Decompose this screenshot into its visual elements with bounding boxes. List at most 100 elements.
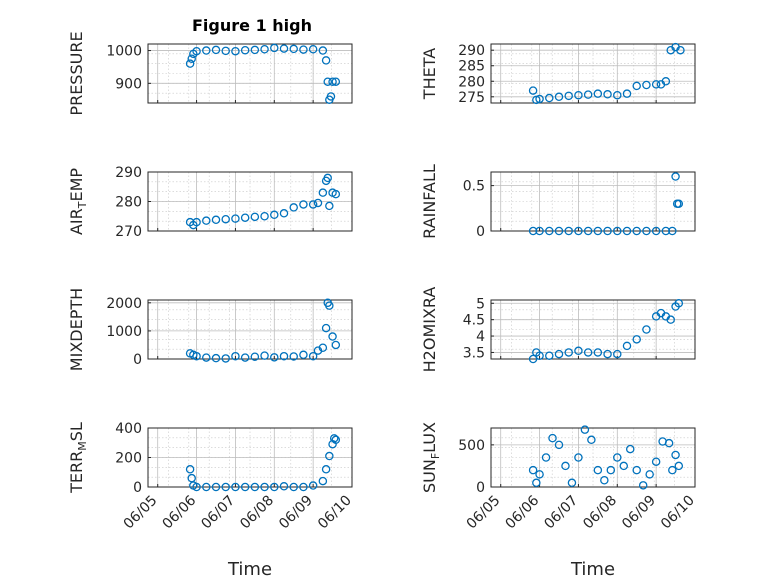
data-point: [279, 351, 289, 361]
data-point: [606, 465, 616, 475]
data-point: [325, 201, 334, 211]
data-point: [326, 92, 336, 101]
data-point: [221, 354, 230, 363]
axes-box: [147, 299, 353, 360]
subplot-3: 270 280 290 AIRTEMP: [67, 165, 353, 240]
y-tick-label: 400: [115, 421, 142, 437]
data-point: [211, 215, 221, 225]
series-markers: [185, 298, 341, 363]
y-axis-label: AIRTEMP: [67, 168, 89, 235]
data-point: [299, 45, 308, 54]
data-point: [240, 353, 250, 362]
y-tick-label: 0: [133, 352, 142, 368]
axes-box: [490, 43, 696, 104]
data-point: [583, 226, 593, 236]
data-point: [318, 188, 328, 197]
y-tick-label: 500: [458, 438, 485, 454]
data-point: [318, 476, 328, 486]
data-point: [211, 353, 221, 363]
data-point: [625, 444, 635, 454]
data-point: [666, 315, 675, 324]
data-point: [613, 453, 622, 462]
subplot-6: 3.544.55 H2OMIXRA: [420, 287, 696, 372]
y-tick-label: 200: [115, 451, 142, 467]
data-point: [250, 482, 260, 492]
data-point: [270, 482, 279, 492]
data-point: [328, 77, 337, 86]
data-point: [535, 226, 544, 236]
data-point: [308, 351, 318, 361]
data-point: [574, 346, 583, 356]
data-point: [619, 461, 629, 471]
data-point: [668, 465, 677, 475]
data-point: [240, 213, 250, 222]
x-tick-label: 06/09: [619, 493, 659, 533]
subplot-7: 0 200 400 06/05 06/06 06/07 06/08 06/09 06/10 TER…: [67, 421, 355, 580]
y-axis-label: THETA: [420, 48, 439, 100]
data-point: [308, 481, 318, 490]
data-point: [231, 46, 240, 56]
data-point: [651, 80, 661, 89]
data-point: [622, 341, 632, 351]
y-tick-label: 0.5: [463, 179, 485, 195]
x-tick-label: 06/08: [237, 493, 277, 533]
subplot-8: 0 500 06/05 06/06 06/07 06/08 06/09 06/10 SUNFLU…: [420, 422, 698, 580]
data-point: [545, 351, 554, 360]
data-point: [574, 453, 583, 462]
data-point: [221, 482, 230, 492]
data-point: [331, 77, 341, 86]
y-tick-label: 0: [133, 480, 142, 496]
data-point: [240, 482, 250, 492]
data-point: [323, 173, 332, 183]
data-point: [645, 470, 654, 479]
data-point: [325, 451, 334, 461]
data-point: [545, 226, 554, 236]
data-point: [328, 332, 337, 341]
data-point: [674, 199, 684, 209]
data-point: [260, 482, 269, 492]
data-point: [676, 45, 685, 55]
data-point: [671, 172, 680, 181]
data-point: [308, 200, 318, 209]
data-point: [185, 465, 195, 474]
data-point: [321, 465, 331, 474]
data-point: [231, 482, 240, 492]
data-point: [587, 435, 596, 445]
data-point: [600, 476, 609, 485]
subplot-1: 900 1000 PRESSURE: [67, 31, 353, 116]
data-point: [603, 349, 612, 359]
data-point: [211, 45, 221, 55]
series-markers: [528, 299, 684, 364]
x-tick-label: 06/06: [503, 492, 543, 532]
data-point: [321, 56, 331, 65]
axes-box: [147, 43, 353, 104]
data-point: [642, 80, 651, 90]
y-tick-label: 4.5: [463, 313, 485, 329]
data-point: [250, 352, 260, 362]
x-tick-label: 06/05: [464, 493, 504, 533]
data-point: [240, 45, 250, 55]
data-point: [192, 482, 201, 492]
data-point: [202, 482, 211, 492]
data-point: [651, 226, 661, 236]
data-point: [664, 438, 674, 448]
data-point: [642, 226, 651, 236]
y-tick-label: 5: [476, 296, 485, 312]
data-point: [279, 482, 289, 491]
data-point: [250, 212, 260, 222]
y-tick-label: 0: [476, 480, 485, 496]
data-point: [289, 44, 298, 54]
data-point: [535, 470, 544, 479]
data-point: [318, 46, 328, 55]
data-point: [613, 349, 622, 359]
data-point: [622, 89, 632, 98]
y-axis-label: MIXDEPTH: [67, 288, 86, 371]
data-point: [668, 226, 677, 236]
data-point: [289, 203, 298, 212]
grid: [491, 300, 696, 359]
data-point: [289, 482, 298, 492]
x-tick-label: 06/08: [580, 493, 620, 533]
